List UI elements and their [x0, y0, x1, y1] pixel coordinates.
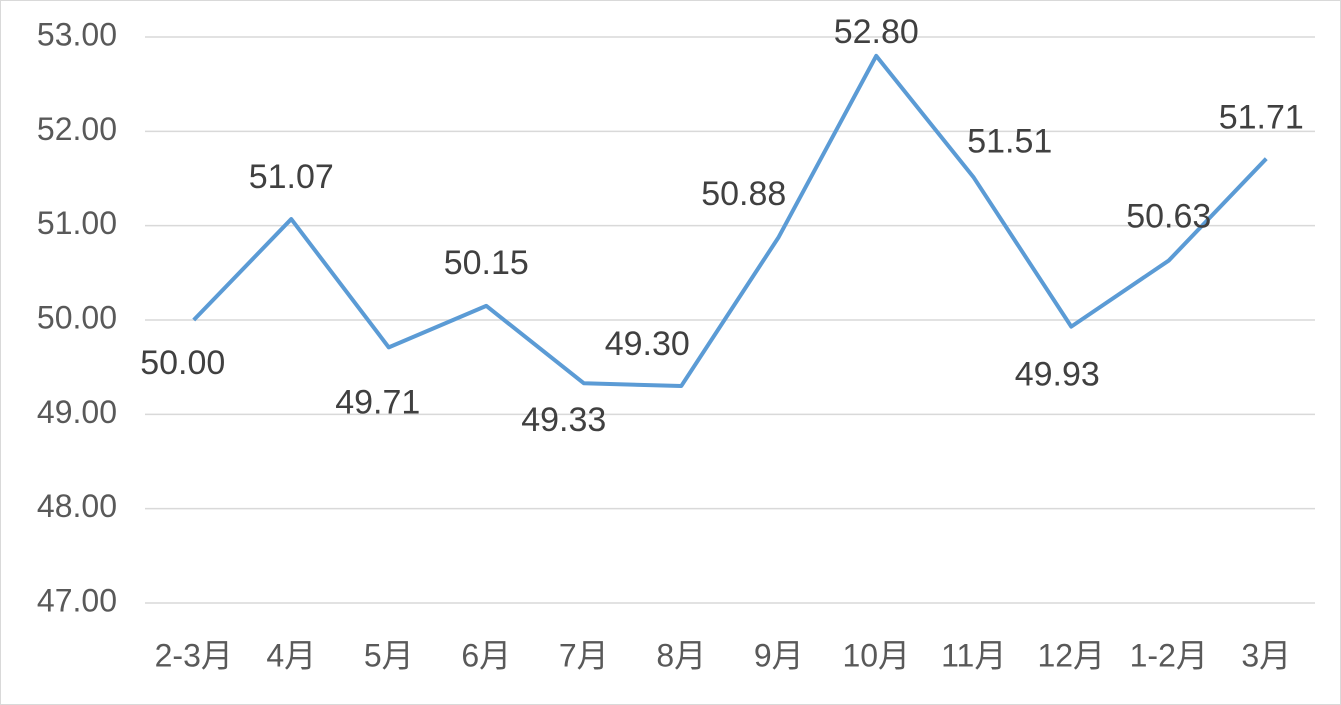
data-label: 49.93 — [1015, 356, 1100, 394]
data-label: 51.07 — [249, 158, 334, 196]
y-tick-label: 53.00 — [37, 16, 117, 52]
x-tick-label: 6月 — [461, 637, 511, 673]
y-tick-label: 47.00 — [37, 582, 117, 618]
data-label: 50.00 — [140, 344, 225, 382]
data-label: 49.33 — [521, 401, 606, 439]
x-tick-label: 7月 — [559, 637, 609, 673]
x-tick-label: 3月 — [1241, 637, 1291, 673]
data-label: 51.71 — [1219, 99, 1304, 137]
x-tick-label: 2-3月 — [155, 637, 233, 673]
data-label: 50.63 — [1126, 198, 1211, 236]
x-tick-label: 8月 — [656, 637, 706, 673]
x-tick-label: 1-2月 — [1130, 637, 1208, 673]
x-tick-label: 11月 — [941, 637, 1006, 673]
data-label: 52.80 — [834, 13, 919, 51]
y-tick-label: 51.00 — [37, 205, 117, 241]
data-label: 49.30 — [605, 325, 690, 363]
x-tick-label: 9月 — [754, 637, 804, 673]
y-tick-label: 48.00 — [37, 488, 117, 524]
y-tick-label: 49.00 — [37, 394, 117, 430]
x-tick-label: 10月 — [842, 637, 910, 673]
data-label: 49.71 — [335, 383, 420, 421]
data-label: 50.15 — [444, 244, 529, 282]
data-line — [192, 53, 1268, 389]
x-tick-label: 4月 — [266, 637, 316, 673]
x-tick-label: 5月 — [364, 637, 414, 673]
data-label: 51.51 — [967, 123, 1052, 161]
y-tick-label: 50.00 — [37, 299, 117, 335]
data-label: 50.88 — [701, 175, 786, 213]
y-tick-label: 52.00 — [37, 111, 117, 147]
x-tick-label: 12月 — [1037, 637, 1105, 673]
